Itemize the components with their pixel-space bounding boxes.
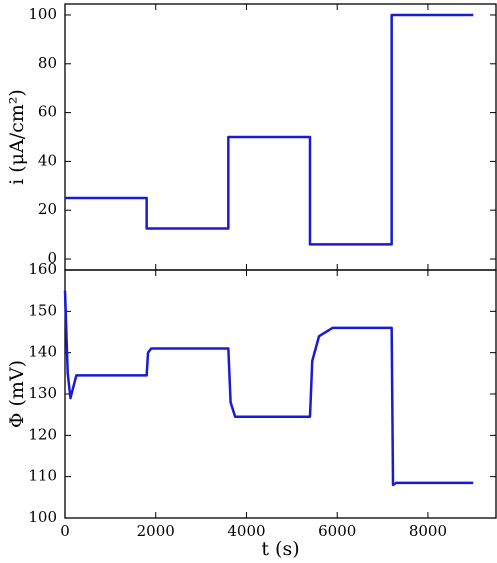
y-tick-label: 150: [28, 301, 57, 319]
y-tick-label: 110: [28, 467, 57, 485]
y-tick-label: 130: [28, 384, 57, 402]
y-axis-title: Φ (mV): [6, 360, 28, 428]
plot-frame: [64, 269, 497, 519]
x-axis-title: t (s): [261, 538, 299, 560]
y-tick-label: 100: [28, 508, 57, 526]
y-tick-label: 20: [38, 200, 57, 218]
x-tick-label: 6000: [318, 522, 356, 540]
x-tick-label: 4000: [227, 522, 265, 540]
y-tick-label: 0: [47, 249, 57, 267]
x-tick-label: 8000: [409, 522, 447, 540]
data-line: [63, 290, 474, 487]
x-tick-label: 2000: [137, 522, 175, 540]
y-tick-label: 60: [38, 103, 57, 121]
y-tick-label: 100: [28, 5, 57, 23]
y-tick-label: 120: [28, 425, 57, 443]
y-tick-label: 80: [38, 54, 57, 72]
y-tick-label: 160: [28, 260, 57, 278]
y-tick-label: 40: [38, 151, 57, 169]
y-tick-label: 140: [28, 343, 57, 361]
y-axis-title: i (μA/cm²): [6, 89, 28, 185]
x-tick-label: 0: [60, 522, 70, 540]
data-line: [65, 13, 474, 246]
